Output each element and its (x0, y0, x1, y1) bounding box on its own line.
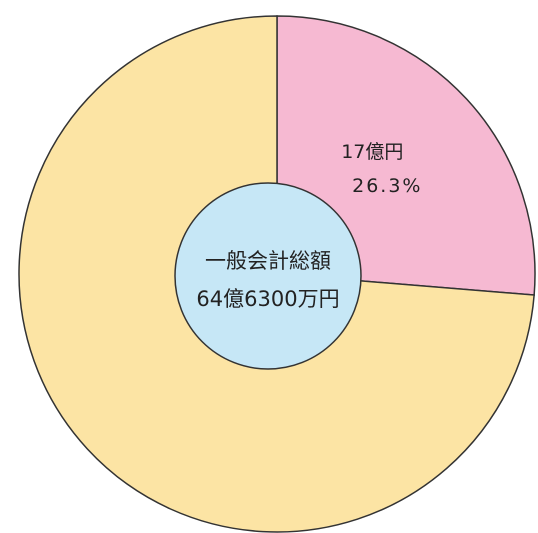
center-label: 64億6300万円 (196, 287, 339, 311)
value-label: 26.3% (352, 175, 422, 197)
center-label: 一般会計総額 (205, 249, 331, 273)
center-circle (174, 182, 362, 370)
amount-label: 17億円 (341, 141, 403, 163)
